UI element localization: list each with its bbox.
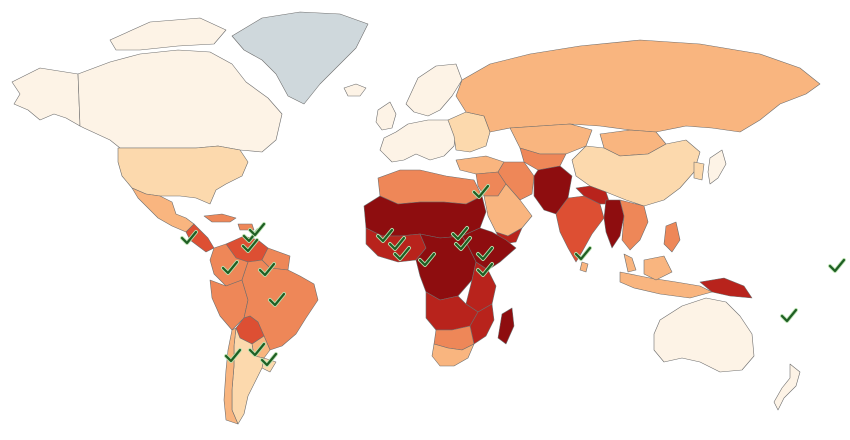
region-india <box>555 195 605 263</box>
region-iran <box>497 161 535 201</box>
region-japan <box>707 149 727 185</box>
region-madagascar <box>497 307 515 345</box>
region-alaska <box>11 67 81 127</box>
region-sri-lanka <box>579 261 589 273</box>
check-icon <box>574 246 592 261</box>
region-usa <box>117 145 249 205</box>
check-icon <box>241 238 259 253</box>
region-australia <box>653 297 755 373</box>
check-icon <box>454 236 472 251</box>
check-icon <box>780 308 798 323</box>
check-icon <box>248 222 266 237</box>
check-icon <box>476 246 494 261</box>
region-south-africa <box>431 343 475 367</box>
region-chile <box>223 327 239 425</box>
region-canada-islands <box>109 17 227 51</box>
region-papua-new-guinea <box>699 277 753 299</box>
region-new-zealand <box>773 363 801 411</box>
region-china <box>571 139 701 207</box>
checkmarks <box>180 184 846 367</box>
region-iceland <box>343 83 367 97</box>
region-uk-ireland <box>375 101 397 131</box>
region-indochina <box>619 199 649 251</box>
region-greenland <box>231 11 369 105</box>
region-scandinavia <box>405 63 463 117</box>
check-icon <box>248 342 266 357</box>
check-icon <box>393 246 411 261</box>
region-philippines <box>663 221 681 253</box>
region-russia <box>455 39 821 133</box>
region-caribbean <box>203 213 237 223</box>
check-icon <box>221 260 239 275</box>
check-icon <box>180 230 198 245</box>
region-indonesia <box>619 271 713 299</box>
check-icon <box>388 236 406 251</box>
region-malaysia <box>623 253 637 273</box>
region-canada <box>77 49 283 153</box>
check-icon <box>260 352 278 367</box>
check-icon <box>224 348 242 363</box>
check-icon <box>828 258 846 273</box>
check-icon <box>376 228 394 243</box>
check-icon <box>418 252 436 267</box>
check-icon <box>472 184 490 199</box>
region-arabia <box>483 183 533 237</box>
check-icon <box>476 262 494 277</box>
check-icon <box>258 262 276 277</box>
region-borneo <box>643 255 673 281</box>
region-korea <box>693 161 705 181</box>
check-icon <box>451 226 469 241</box>
check-icon <box>268 292 286 307</box>
